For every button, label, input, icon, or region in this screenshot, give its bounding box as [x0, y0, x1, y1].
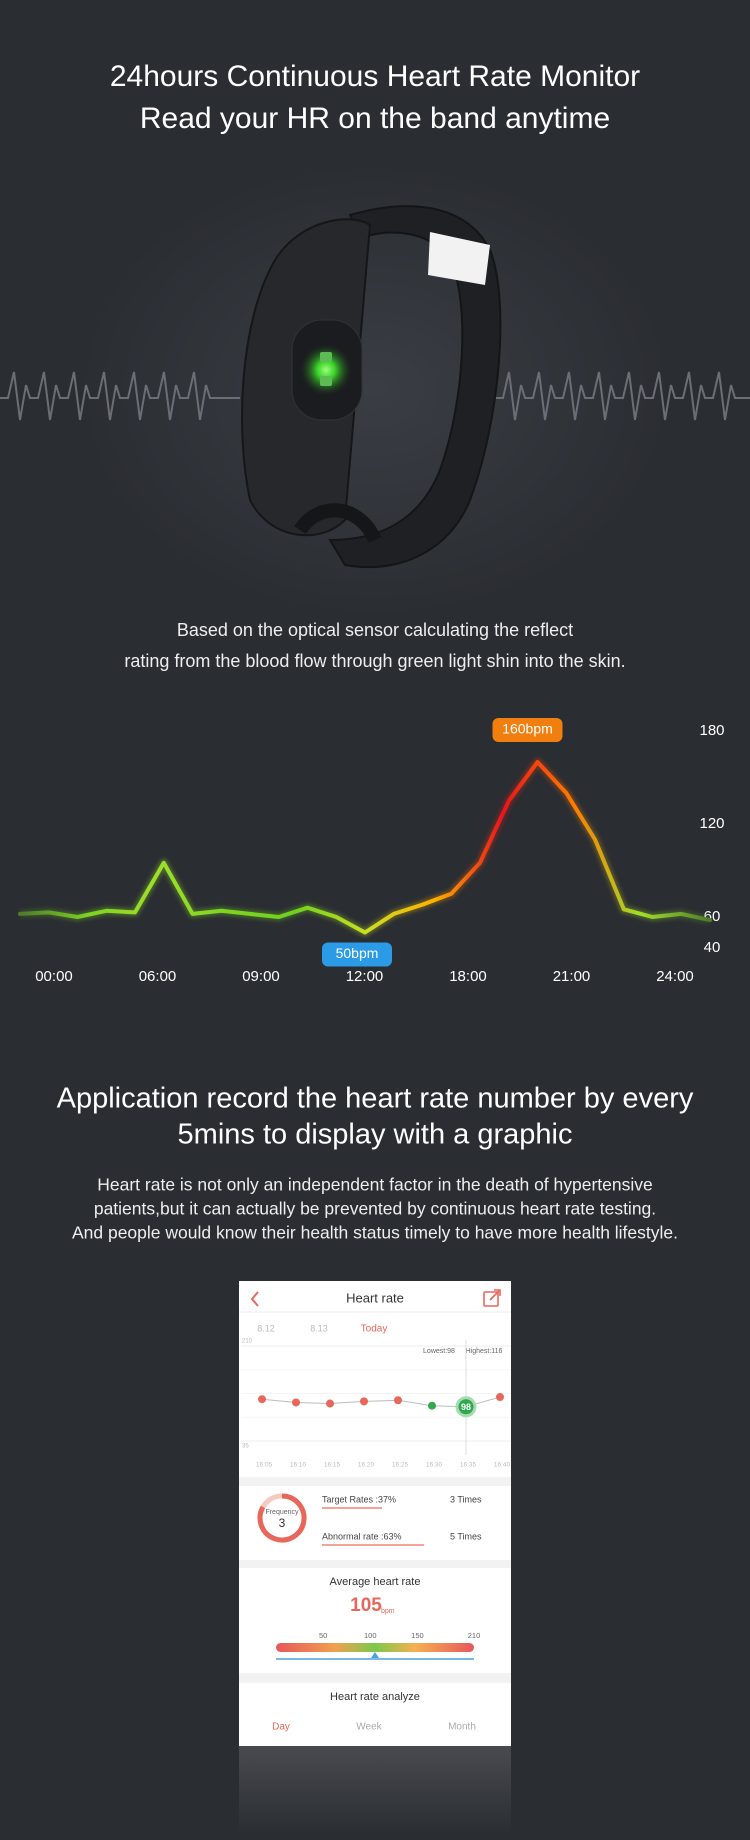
app-screenshot: Heart rate 8.12 8.13 Today 35 210 Lowest:9… [239, 1281, 511, 1835]
sensor-dot [320, 376, 332, 386]
date-tab[interactable]: Today [361, 1324, 388, 1335]
x-tick-label: 16:25 [392, 1462, 409, 1469]
y-limit-label: 35 [242, 1444, 249, 1450]
share-icon[interactable] [483, 1289, 501, 1307]
section-title: 5mins to display with a graphic [178, 1119, 573, 1151]
x-tick-label: 09:00 [242, 968, 280, 985]
ecg-line [0, 371, 240, 421]
average-unit: bpm [381, 1608, 395, 1615]
sensor-line: Based on the optical sensor calculating … [177, 620, 573, 640]
gauge-tick-label: 150 [411, 1631, 424, 1640]
x-tick-label: 00:00 [35, 968, 73, 985]
x-tick-label: 16:40 [494, 1462, 511, 1469]
x-tick-label: 16:10 [290, 1462, 307, 1469]
frequency-ring [257, 1493, 307, 1543]
rate-count: 5 Times [450, 1531, 482, 1541]
annotation-label: 50bpm [336, 945, 379, 961]
data-point [326, 1399, 334, 1408]
data-point [394, 1396, 402, 1405]
y-tick-label: 180 [699, 722, 724, 739]
title-line: 24hours Continuous Heart Rate Monitor [110, 60, 640, 93]
app-title: Heart rate [346, 1290, 404, 1305]
annotation-badge [492, 718, 563, 742]
x-tick-label: 16:15 [324, 1462, 341, 1469]
band-loop [294, 503, 382, 544]
data-point [428, 1401, 436, 1410]
gauge-tick-label: 100 [364, 1631, 377, 1640]
x-tick-label: 24:00 [656, 968, 694, 985]
date-tab[interactable]: 8.13 [310, 1323, 328, 1333]
section-title: Application record the heart rate number… [57, 1083, 694, 1115]
average-gauge: 50 100 150 210 [276, 1631, 481, 1660]
body-line: patients,but it can actually be prevente… [94, 1199, 656, 1219]
wristband [241, 205, 502, 569]
gauge-marker [371, 1652, 379, 1658]
data-point [496, 1393, 504, 1402]
rate-label: Target Rates :37% [322, 1494, 396, 1504]
x-tick-label: 18:00 [449, 968, 487, 985]
analyze-tab[interactable]: Month [448, 1722, 476, 1733]
ecg-decoration [0, 371, 750, 421]
lowest-label: Lowest:98 [423, 1348, 455, 1355]
frequency-value: 3 [279, 1516, 286, 1530]
gauge-bar [276, 1643, 474, 1652]
title-line: Read your HR on the band anytime [140, 102, 610, 135]
y-limit-label: 210 [242, 1339, 253, 1345]
y-tick-label: 40 [704, 939, 721, 956]
annotation-badge [322, 942, 392, 967]
heart-rate-line [18, 760, 712, 935]
x-tick-label: 06:00 [139, 968, 177, 985]
body-line: And people would know their health statu… [72, 1223, 678, 1243]
back-icon[interactable] [250, 1291, 259, 1307]
frequency-label: Frequency [265, 1509, 299, 1516]
ecg-line [495, 371, 750, 421]
share-arrow [489, 1289, 501, 1301]
separator [239, 1673, 511, 1683]
average-value: 105 [350, 1595, 382, 1616]
phone-reflection [239, 1746, 511, 1835]
analyze-title: Heart rate analyze [330, 1691, 420, 1703]
data-point [455, 1396, 477, 1418]
sensor-line: rating from the blood flow through green… [124, 651, 625, 671]
separator [239, 1560, 511, 1568]
annotation-label: 160bpm [502, 721, 553, 737]
analyze-tab[interactable]: Day [272, 1722, 290, 1733]
point-label: 98 [461, 1402, 471, 1412]
average-title: Average heart rate [330, 1576, 421, 1588]
spotlight [75, 160, 675, 620]
x-tick-label: 16:05 [256, 1462, 273, 1469]
x-tick-label: 12:00 [346, 968, 384, 985]
x-tick-label: 21:00 [553, 968, 591, 985]
gauge-tick-label: 50 [319, 1631, 327, 1640]
date-tab[interactable]: 8.12 [257, 1323, 275, 1333]
body-line: Heart rate is not only an independent fa… [97, 1175, 653, 1195]
data-point [360, 1397, 368, 1406]
separator [239, 1477, 511, 1486]
sensor-dot [320, 352, 332, 362]
x-tick-label: 16:20 [358, 1462, 375, 1469]
green-light [300, 344, 352, 396]
y-tick-label: 120 [699, 815, 724, 832]
analyze-tab[interactable]: Week [356, 1722, 382, 1733]
highest-label: Highest:116 [466, 1348, 503, 1355]
x-tick-label: 16:35 [460, 1462, 477, 1469]
band-clasp [428, 232, 490, 285]
data-point [258, 1395, 266, 1404]
data-point [292, 1398, 300, 1407]
gauge-tick-label: 210 [468, 1631, 481, 1640]
rate-count: 3 Times [450, 1494, 482, 1504]
x-tick-label: 16:30 [426, 1462, 443, 1469]
rate-label: Abnormal rate :63% [322, 1531, 402, 1541]
mini-chart: 35 210 Lowest:98 Highest:116 16:05 16:10 16:15… [241, 1339, 511, 1469]
share-box [483, 1291, 499, 1307]
